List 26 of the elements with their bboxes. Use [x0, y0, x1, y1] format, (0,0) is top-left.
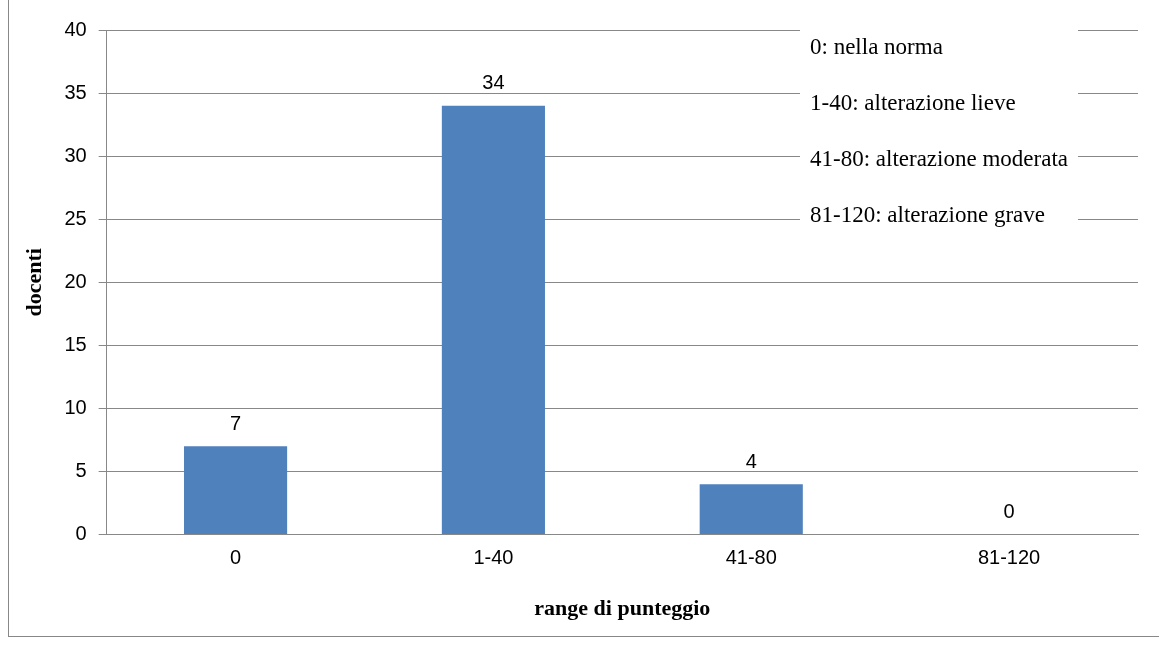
data-label: 0 [1003, 500, 1015, 523]
annotation: 1-40: alterazione lieve [810, 89, 1017, 117]
y-axis-title: docenti [20, 248, 46, 317]
x-tick-label: 81-120 [977, 546, 1041, 569]
annotation: 0: nella norma [810, 33, 944, 61]
y-tick-label: 35 [64, 80, 87, 103]
y-tick-label: 10 [64, 395, 87, 418]
x-tick-label: 1-40 [473, 546, 514, 569]
data-label: 7 [230, 411, 242, 434]
data-label: 4 [745, 449, 757, 472]
y-tick-label: 25 [64, 206, 87, 229]
bar [699, 484, 803, 535]
bar [441, 105, 545, 535]
y-tick-label: 30 [64, 143, 87, 166]
annotation: 41-80: alterazione moderata [810, 145, 1068, 173]
y-tick-label: 15 [64, 332, 87, 355]
bar [184, 446, 288, 535]
y-tick-label: 20 [64, 269, 87, 292]
data-label: 34 [482, 71, 505, 94]
x-tick-label: 41-80 [725, 546, 777, 569]
y-tick-label: 0 [75, 522, 87, 545]
annotation: 81-120: alterazione grave [810, 201, 1046, 229]
y-tick-label: 5 [75, 459, 87, 482]
y-tick-label: 40 [64, 17, 87, 40]
x-tick-label: 0 [230, 546, 242, 569]
x-axis-title: range di punteggio [534, 595, 711, 621]
